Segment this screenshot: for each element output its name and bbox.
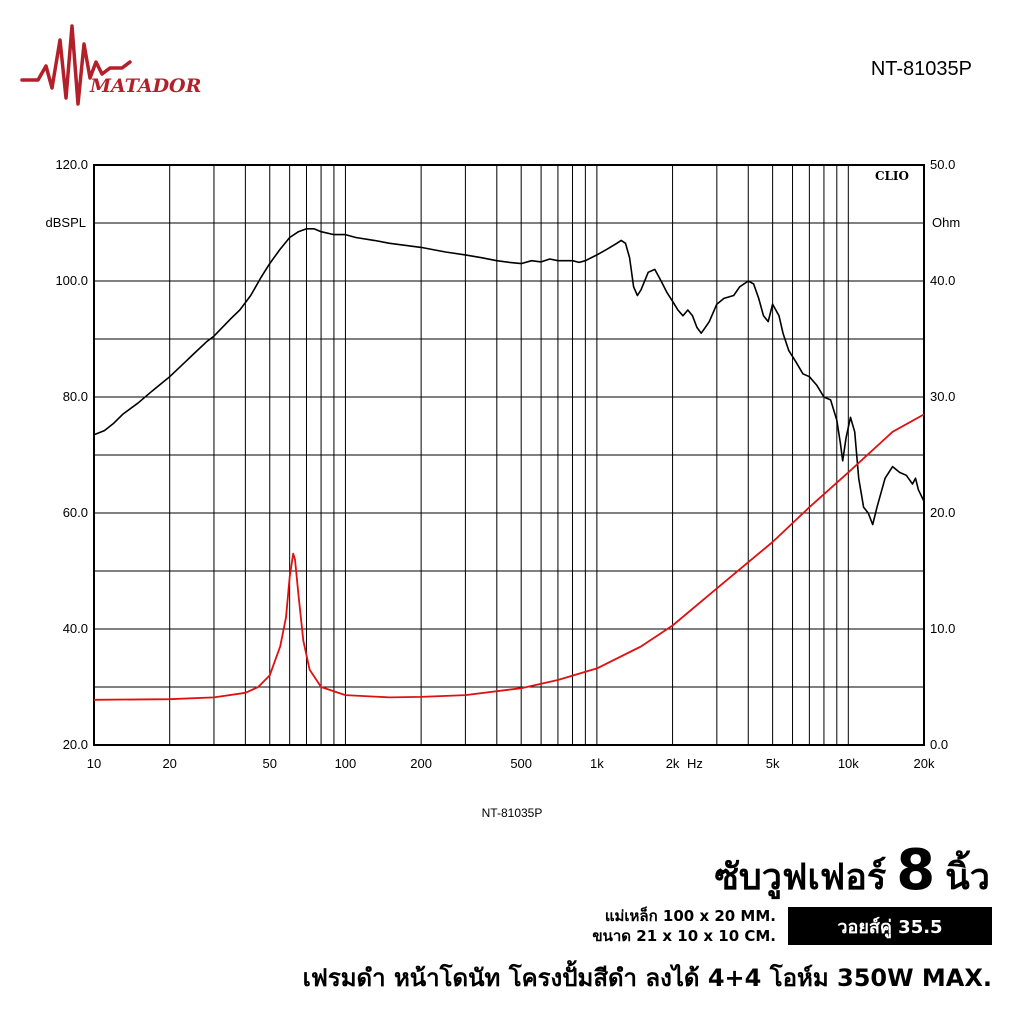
- x-tick-label: 20k: [914, 756, 935, 771]
- y-axis-left-label: dBSPL: [46, 215, 86, 230]
- feature-line: เฟรมดำ หน้าโดนัท โครงปั้มสีดำ ลงได้ 4+4 …: [302, 964, 992, 992]
- y-left-tick-label: 20.0: [63, 737, 88, 752]
- brand-name: MATADOR: [89, 75, 201, 97]
- y-right-tick-label: 30.0: [930, 389, 955, 404]
- x-tick-label: 1k: [590, 756, 604, 771]
- voice-coil-badge: วอยส์คู่ 35.5: [788, 907, 992, 945]
- x-tick-label: 200: [410, 756, 432, 771]
- title-prefix: ซับวูฟเฟอร์: [714, 857, 887, 898]
- matador-logo: MATADOR: [20, 24, 201, 106]
- chart-ticks: 10 20 50 100 200 500 1k 2k 5k 10k 20k 120.0 100.0 80.…: [55, 157, 955, 771]
- y-left-tick-label: 100.0: [55, 273, 88, 288]
- y-left-tick-label: 80.0: [63, 389, 88, 404]
- frequency-response-chart: 10 20 50 100 200 500 1k 2k 5k 10k 20k 120.0 100.0 80.…: [46, 157, 961, 771]
- title-size: 8: [896, 838, 936, 903]
- y-left-tick-label: 60.0: [63, 505, 88, 520]
- y-right-tick-label: 20.0: [930, 505, 955, 520]
- magnet-spec: แม่เหล็ก 100 x 20 MM.: [604, 907, 776, 925]
- x-tick-label: 20: [162, 756, 176, 771]
- model-number: NT-81035P: [870, 58, 972, 80]
- x-tick-label: 2k: [666, 756, 680, 771]
- x-tick-label: 50: [263, 756, 277, 771]
- spl-curve: [93, 228, 925, 526]
- chart-series: [93, 228, 925, 701]
- product-title: ซับวูฟเฟอร์ 8 นิ้ว: [714, 838, 990, 905]
- impedance-curve: [93, 413, 925, 701]
- y-left-tick-label: 40.0: [63, 621, 88, 636]
- corner-label: CLIO: [875, 169, 909, 183]
- x-tick-label: 10k: [838, 756, 859, 771]
- x-tick-label: 5k: [766, 756, 780, 771]
- spec-list: แม่เหล็ก 100 x 20 MM. ขนาด 21 x 10 x 10 …: [592, 906, 776, 946]
- x-tick-label: 10: [87, 756, 101, 771]
- title-suffix: นิ้ว: [945, 857, 990, 898]
- y-right-tick-label: 10.0: [930, 621, 955, 636]
- y-axis-right-label: Ohm: [932, 215, 960, 230]
- x-tick-label: 100: [335, 756, 357, 771]
- chart-grid: [94, 165, 924, 745]
- y-right-tick-label: 0.0: [930, 737, 948, 752]
- y-right-tick-label: 40.0: [930, 273, 955, 288]
- chart-caption: NT-81035P: [481, 806, 543, 820]
- y-right-tick-label: 50.0: [930, 157, 955, 172]
- y-left-tick-label: 120.0: [55, 157, 88, 172]
- x-tick-label: 500: [510, 756, 532, 771]
- plot-frame: [93, 164, 925, 746]
- x-axis-unit-label: Hz: [687, 756, 703, 771]
- dimension-spec: ขนาด 21 x 10 x 10 CM.: [592, 927, 776, 945]
